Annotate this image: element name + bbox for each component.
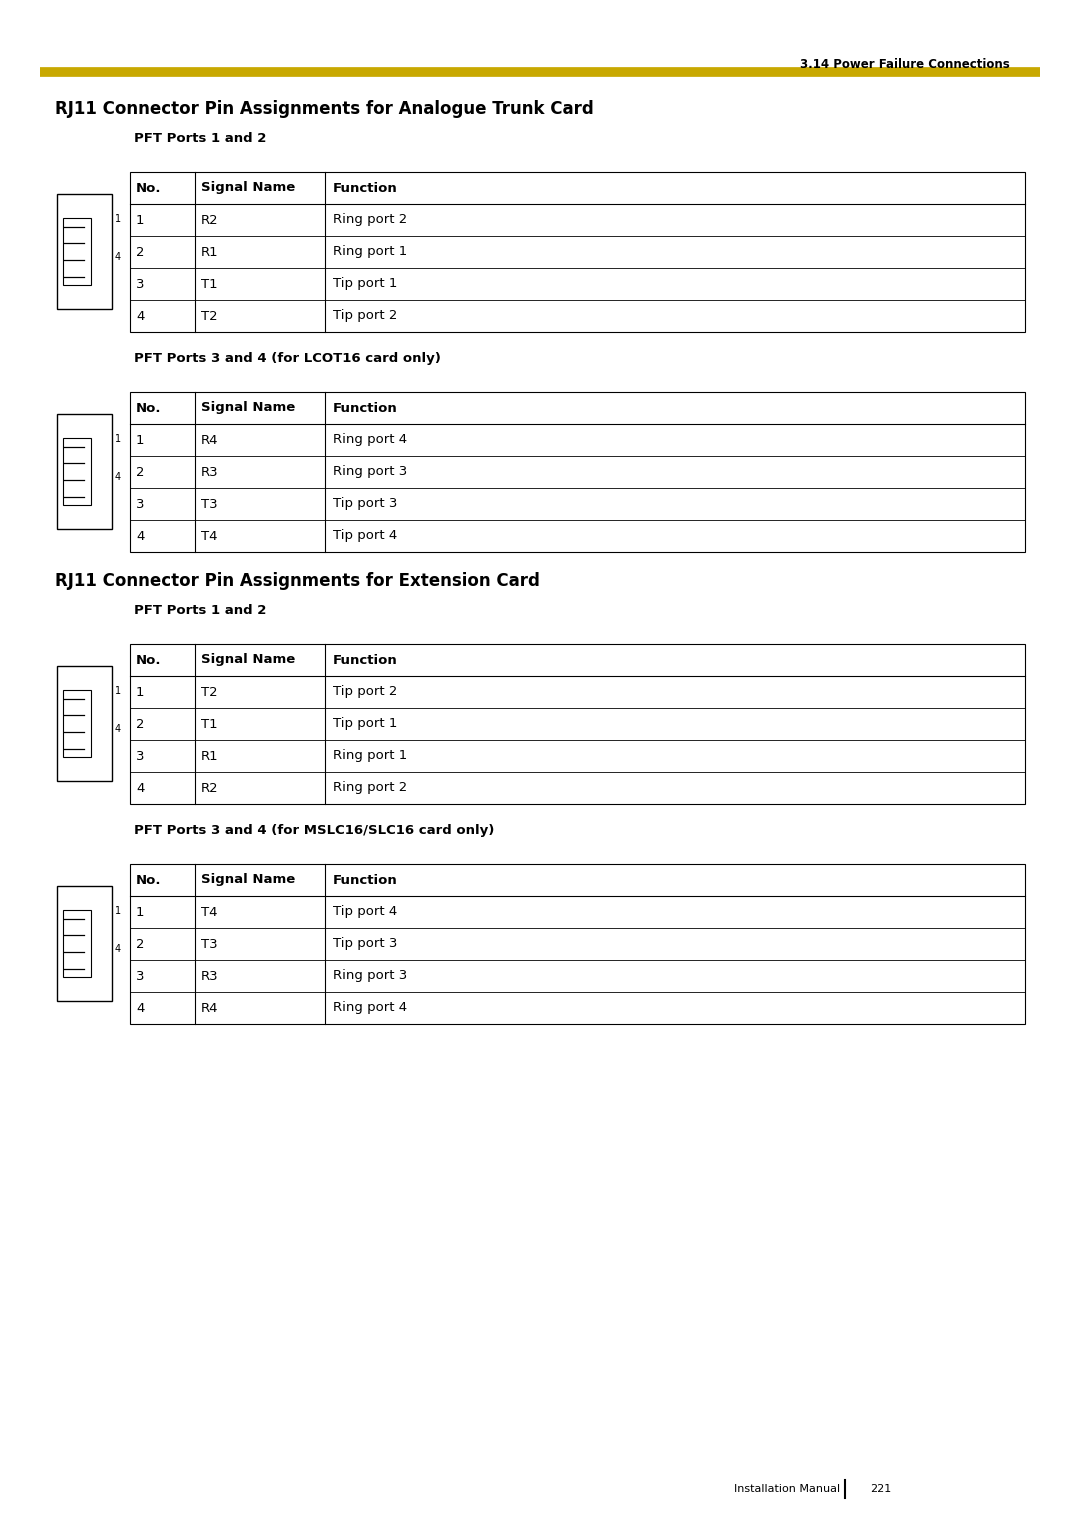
- Text: Ring port 1: Ring port 1: [333, 246, 407, 258]
- Text: Installation Manual: Installation Manual: [734, 1484, 840, 1494]
- Text: Tip port 1: Tip port 1: [333, 278, 397, 290]
- Text: R1: R1: [201, 246, 218, 258]
- Text: 3: 3: [136, 498, 145, 510]
- Text: R3: R3: [201, 466, 218, 478]
- Text: Ring port 2: Ring port 2: [333, 214, 407, 226]
- Text: Ring port 4: Ring port 4: [333, 434, 407, 446]
- Bar: [57, 666, 112, 781]
- Text: T1: T1: [201, 278, 218, 290]
- Text: 4: 4: [136, 310, 145, 322]
- Text: 4: 4: [114, 252, 121, 263]
- Text: 1: 1: [114, 434, 121, 445]
- Bar: [130, 643, 1025, 804]
- Text: Tip port 3: Tip port 3: [333, 938, 397, 950]
- Text: RJ11 Connector Pin Assignments for Analogue Trunk Card: RJ11 Connector Pin Assignments for Analo…: [55, 99, 594, 118]
- Text: 4: 4: [136, 1001, 145, 1015]
- Bar: [130, 173, 1025, 332]
- Text: No.: No.: [136, 182, 162, 194]
- Text: Signal Name: Signal Name: [201, 182, 295, 194]
- Text: 3: 3: [136, 278, 145, 290]
- Text: Ring port 3: Ring port 3: [333, 466, 407, 478]
- Bar: [57, 194, 112, 309]
- Text: 2: 2: [136, 718, 145, 730]
- Text: 3.14 Power Failure Connections: 3.14 Power Failure Connections: [800, 58, 1010, 70]
- Text: T2: T2: [201, 310, 218, 322]
- Text: Signal Name: Signal Name: [201, 654, 295, 666]
- Text: 1: 1: [136, 686, 145, 698]
- Text: Function: Function: [333, 182, 397, 194]
- Bar: [63, 439, 91, 504]
- Text: 4: 4: [114, 944, 121, 955]
- Text: Ring port 1: Ring port 1: [333, 750, 407, 762]
- Bar: [63, 691, 91, 756]
- Text: 3: 3: [136, 969, 145, 983]
- Text: Function: Function: [333, 654, 397, 666]
- Text: R3: R3: [201, 969, 218, 983]
- Text: 3: 3: [136, 750, 145, 762]
- Text: Tip port 2: Tip port 2: [333, 686, 397, 698]
- Text: T4: T4: [201, 906, 217, 918]
- Text: 4: 4: [136, 530, 145, 542]
- Text: PFT Ports 3 and 4 (for MSLC16/SLC16 card only): PFT Ports 3 and 4 (for MSLC16/SLC16 card…: [134, 824, 495, 837]
- Text: 4: 4: [136, 781, 145, 795]
- Text: Ring port 3: Ring port 3: [333, 969, 407, 983]
- Bar: [63, 219, 91, 284]
- Bar: [57, 886, 112, 1001]
- Text: PFT Ports 1 and 2: PFT Ports 1 and 2: [134, 604, 267, 617]
- Text: R4: R4: [201, 434, 218, 446]
- Text: Signal Name: Signal Name: [201, 874, 295, 886]
- Text: PFT Ports 1 and 2: PFT Ports 1 and 2: [134, 131, 267, 145]
- Text: 221: 221: [870, 1484, 891, 1494]
- Text: PFT Ports 3 and 4 (for LCOT16 card only): PFT Ports 3 and 4 (for LCOT16 card only): [134, 351, 441, 365]
- Text: R4: R4: [201, 1001, 218, 1015]
- Text: 4: 4: [114, 472, 121, 483]
- Text: Tip port 4: Tip port 4: [333, 530, 397, 542]
- Text: Tip port 3: Tip port 3: [333, 498, 397, 510]
- Bar: [57, 414, 112, 529]
- Text: No.: No.: [136, 654, 162, 666]
- Text: T3: T3: [201, 498, 218, 510]
- Text: Function: Function: [333, 402, 397, 414]
- Text: 1: 1: [136, 434, 145, 446]
- Text: Signal Name: Signal Name: [201, 402, 295, 414]
- Text: 2: 2: [136, 466, 145, 478]
- Bar: [130, 863, 1025, 1024]
- Text: RJ11 Connector Pin Assignments for Extension Card: RJ11 Connector Pin Assignments for Exten…: [55, 571, 540, 590]
- Text: T2: T2: [201, 686, 218, 698]
- Text: T1: T1: [201, 718, 218, 730]
- Text: 4: 4: [114, 724, 121, 735]
- Text: Ring port 4: Ring port 4: [333, 1001, 407, 1015]
- Text: Tip port 2: Tip port 2: [333, 310, 397, 322]
- Bar: [130, 393, 1025, 552]
- Text: Tip port 1: Tip port 1: [333, 718, 397, 730]
- Text: 1: 1: [136, 214, 145, 226]
- Text: No.: No.: [136, 874, 162, 886]
- Text: 2: 2: [136, 938, 145, 950]
- Text: 1: 1: [114, 686, 121, 697]
- Text: T3: T3: [201, 938, 218, 950]
- Text: R2: R2: [201, 214, 218, 226]
- Text: Function: Function: [333, 874, 397, 886]
- Text: R1: R1: [201, 750, 218, 762]
- Text: 1: 1: [114, 214, 121, 225]
- Bar: [63, 911, 91, 976]
- Text: Tip port 4: Tip port 4: [333, 906, 397, 918]
- Text: T4: T4: [201, 530, 217, 542]
- Text: No.: No.: [136, 402, 162, 414]
- Text: 1: 1: [136, 906, 145, 918]
- Text: Ring port 2: Ring port 2: [333, 781, 407, 795]
- Text: R2: R2: [201, 781, 218, 795]
- Text: 2: 2: [136, 246, 145, 258]
- Text: 1: 1: [114, 906, 121, 917]
